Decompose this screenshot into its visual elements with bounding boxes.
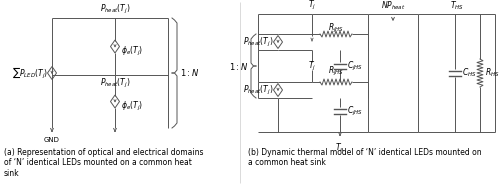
Text: (a) Representation of optical and electrical domains
of ‘N’ identical LEDs mount: (a) Representation of optical and electr… <box>4 148 203 178</box>
Text: $C_{jHS}$: $C_{jHS}$ <box>347 105 363 118</box>
Text: (b) Dynamic thermal model of ‘N’ identical LEDs mounted on
a common heat sink: (b) Dynamic thermal model of ‘N’ identic… <box>248 148 482 167</box>
Text: $NP_{heat}$: $NP_{heat}$ <box>380 0 406 12</box>
Text: $P_{heat}(T_j)$: $P_{heat}(T_j)$ <box>244 84 274 97</box>
Text: $\phi_e(T_j)$: $\phi_e(T_j)$ <box>121 45 144 58</box>
Text: $C_{jHS}$: $C_{jHS}$ <box>347 59 363 72</box>
Text: $1 : N$: $1 : N$ <box>228 61 248 72</box>
Text: $P_{heat}(T_j)$: $P_{heat}(T_j)$ <box>244 36 274 49</box>
Text: $T_a$: $T_a$ <box>335 142 345 155</box>
Text: $T_{HS}$: $T_{HS}$ <box>450 0 464 12</box>
Text: $R_{HS}$: $R_{HS}$ <box>485 67 500 79</box>
Text: $P_{heat}(T_j)$: $P_{heat}(T_j)$ <box>100 3 130 16</box>
Text: $T_j$: $T_j$ <box>308 59 316 72</box>
Text: $1 : N$: $1 : N$ <box>180 68 200 79</box>
Text: $T_j$: $T_j$ <box>308 0 316 12</box>
Text: $C_{HS}$: $C_{HS}$ <box>462 67 476 79</box>
Text: $\sum P_{LED}(T_j)$: $\sum P_{LED}(T_j)$ <box>12 66 48 81</box>
Text: $R_{jHS}$: $R_{jHS}$ <box>328 22 344 35</box>
Text: $P_{heat}(T_j)$: $P_{heat}(T_j)$ <box>100 77 130 90</box>
Text: GND: GND <box>44 137 60 143</box>
Text: $R_{jHS}$: $R_{jHS}$ <box>328 65 344 78</box>
Text: $\phi_e(T_j)$: $\phi_e(T_j)$ <box>121 100 144 113</box>
